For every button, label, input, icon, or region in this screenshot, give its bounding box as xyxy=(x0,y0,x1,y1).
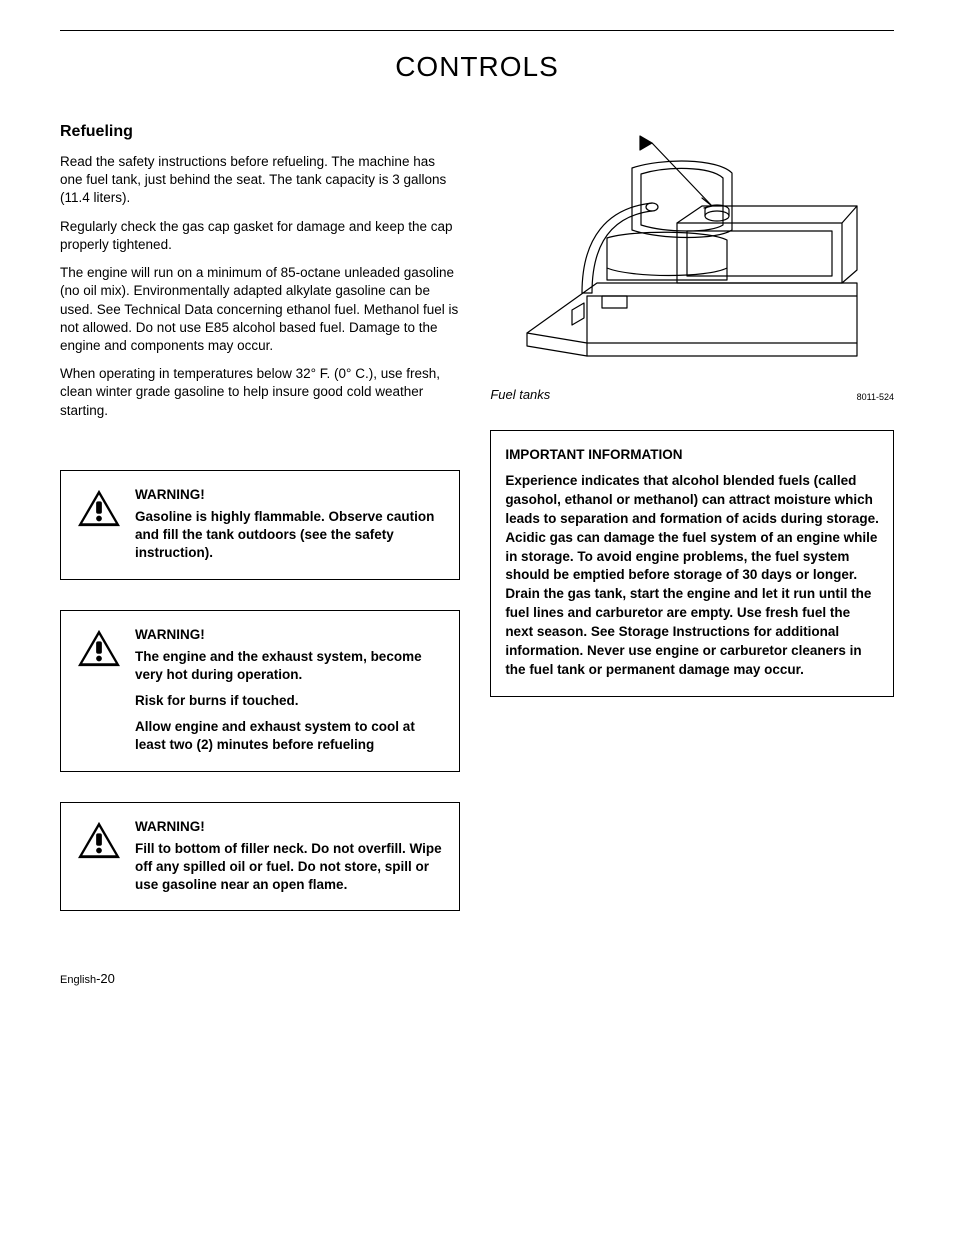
right-column: Fuel tanks 8011-524 IMPORTANT INFORMATIO… xyxy=(490,123,894,911)
left-column: Refueling Read the safety instructions b… xyxy=(60,123,460,911)
warning-body-line: Allow engine and exhaust system to cool … xyxy=(135,718,445,754)
warning-body-line: The engine and the exhaust system, becom… xyxy=(135,648,445,684)
warning-body: The engine and the exhaust system, becom… xyxy=(135,648,445,755)
warning-title: WARNING! xyxy=(135,819,445,834)
warning-box: WARNING! Fill to bottom of filler neck. … xyxy=(60,802,460,912)
warning-body: Gasoline is highly flammable. Observe ca… xyxy=(135,508,445,563)
top-rule xyxy=(60,30,894,31)
figure-caption: Fuel tanks xyxy=(490,387,550,402)
warning-text: WARNING! Gasoline is highly flammable. O… xyxy=(135,487,445,563)
body-paragraph: The engine will run on a minimum of 85-o… xyxy=(60,264,460,355)
info-title: IMPORTANT INFORMATION xyxy=(505,447,879,462)
figure-caption-row: Fuel tanks 8011-524 xyxy=(490,387,894,402)
warning-body-line: Risk for burns if touched. xyxy=(135,692,445,710)
body-paragraph: Read the safety instructions before refu… xyxy=(60,153,460,208)
page-title: CONTROLS xyxy=(60,51,894,83)
warning-triangle-icon xyxy=(75,819,123,895)
warning-text: WARNING! The engine and the exhaust syst… xyxy=(135,627,445,755)
warning-box: WARNING! The engine and the exhaust syst… xyxy=(60,610,460,772)
info-body: Experience indicates that alcohol blende… xyxy=(505,472,879,680)
warning-triangle-icon xyxy=(75,487,123,563)
important-information-box: IMPORTANT INFORMATION Experience indicat… xyxy=(490,430,894,697)
warning-title: WARNING! xyxy=(135,487,445,502)
body-paragraph: Regularly check the gas cap gasket for d… xyxy=(60,218,460,254)
two-column-layout: Refueling Read the safety instructions b… xyxy=(60,123,894,911)
warning-body-line: Fill to bottom of filler neck. Do not ov… xyxy=(135,840,445,895)
warning-title: WARNING! xyxy=(135,627,445,642)
section-heading-refueling: Refueling xyxy=(60,123,460,141)
warning-triangle-icon xyxy=(75,627,123,755)
page-footer: English-20 xyxy=(60,971,894,986)
body-paragraph: When operating in temperatures below 32°… xyxy=(60,365,460,420)
footer-language: English xyxy=(60,974,96,986)
warning-box: WARNING! Gasoline is highly flammable. O… xyxy=(60,470,460,580)
footer-page-number: -20 xyxy=(96,971,115,986)
warning-body-line: Gasoline is highly flammable. Observe ca… xyxy=(135,508,445,563)
warning-text: WARNING! Fill to bottom of filler neck. … xyxy=(135,819,445,895)
figure-id: 8011-524 xyxy=(857,392,894,402)
fuel-tanks-figure xyxy=(490,123,894,383)
warning-body: Fill to bottom of filler neck. Do not ov… xyxy=(135,840,445,895)
